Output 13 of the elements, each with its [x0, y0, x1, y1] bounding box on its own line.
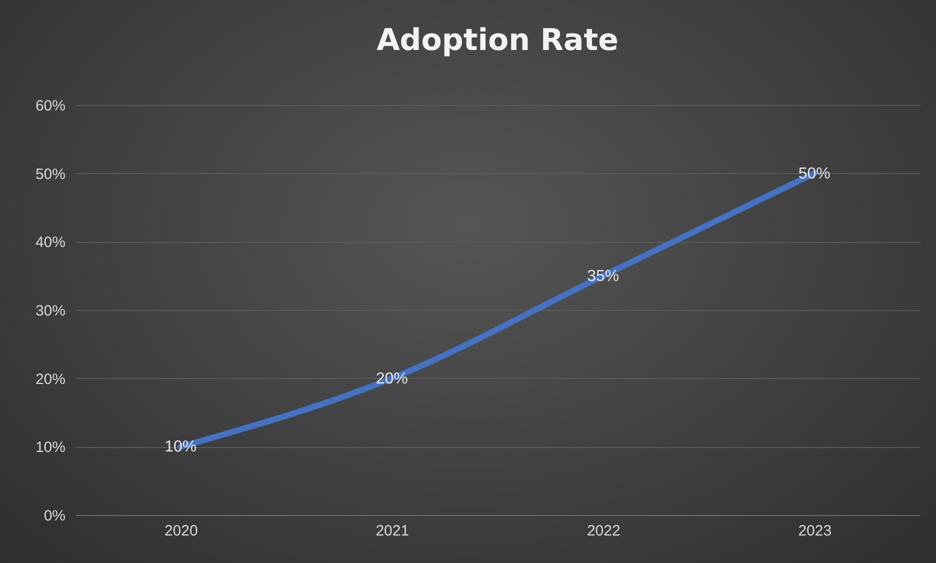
y-tick-label: 50% — [35, 166, 66, 183]
x-tick-label: 2022 — [586, 522, 620, 540]
y-tick-label: 0% — [44, 508, 66, 524]
data-label: 20% — [376, 370, 408, 388]
x-tick-label: 2023 — [798, 522, 832, 540]
y-tick-label: 30% — [35, 302, 66, 320]
y-tick-label: 20% — [35, 370, 66, 388]
y-tick-label: 60% — [35, 98, 66, 114]
x-tick-label: 2021 — [376, 522, 410, 540]
y-tick-label: 10% — [35, 439, 66, 456]
x-tick-label: 2020 — [164, 522, 198, 540]
y-tick-label: 40% — [35, 234, 66, 252]
chart-title: Adoption Rate — [376, 23, 618, 58]
